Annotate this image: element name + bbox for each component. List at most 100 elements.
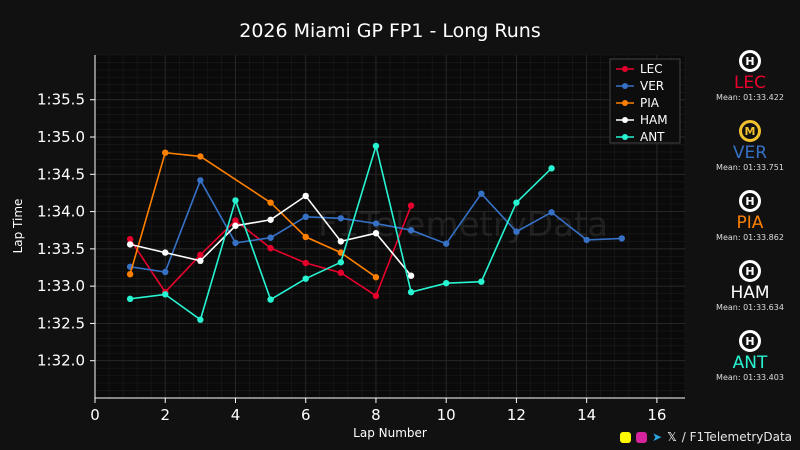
tyre-compound-letter: H bbox=[745, 264, 755, 278]
legend-box bbox=[609, 58, 681, 144]
data-point-lec bbox=[407, 202, 415, 209]
tyre-compound-icon: H bbox=[739, 50, 761, 72]
driver-code: ANT bbox=[732, 353, 768, 373]
x-tick-label: 6 bbox=[301, 406, 311, 424]
data-point-pia bbox=[162, 149, 169, 156]
tyre-compound-letter: H bbox=[745, 54, 755, 68]
data-point-ant bbox=[267, 296, 274, 303]
data-point-ver bbox=[618, 235, 625, 242]
data-point-ant bbox=[548, 165, 555, 172]
data-point-ver bbox=[267, 234, 274, 241]
grid-lines bbox=[94, 54, 686, 398]
driver-mean-time: Mean: 01:33.634 bbox=[716, 303, 784, 312]
legend-swatch-marker bbox=[622, 100, 628, 106]
x-tick-label: 10 bbox=[437, 406, 456, 424]
x-tick-label: 2 bbox=[160, 406, 170, 424]
driver-code: VER bbox=[732, 143, 768, 163]
watermark-text: F1TelemetryData bbox=[318, 205, 608, 245]
data-point-ham bbox=[302, 192, 309, 200]
data-point-ver bbox=[337, 215, 345, 222]
data-point-ant bbox=[372, 142, 380, 150]
tyre-compound-icon: H bbox=[739, 330, 761, 352]
social-icons: ➤ 𝕏 bbox=[620, 430, 677, 444]
snapchat-icon[interactable] bbox=[620, 431, 632, 443]
driver-code: LEC bbox=[733, 73, 767, 93]
legend-swatch-marker bbox=[622, 83, 628, 89]
series-layer bbox=[126, 142, 625, 323]
x-tick-label: 0 bbox=[90, 406, 100, 424]
tyre-compound-letter: H bbox=[745, 194, 755, 208]
driver-mean-time: Mean: 01:33.422 bbox=[716, 93, 784, 102]
x-tick-label: 16 bbox=[647, 406, 666, 424]
data-point-ver bbox=[407, 227, 415, 234]
legend-swatch-marker bbox=[622, 66, 628, 72]
y-tick-label: 1:32.5 bbox=[37, 314, 85, 332]
data-point-lec bbox=[197, 251, 204, 259]
data-point-ver bbox=[197, 177, 204, 184]
data-point-ver bbox=[513, 228, 520, 235]
data-point-lec bbox=[302, 259, 309, 267]
x-tick-label: 4 bbox=[231, 406, 241, 424]
data-point-pia bbox=[372, 274, 380, 281]
data-point-ver bbox=[372, 220, 380, 227]
data-point-ham bbox=[407, 272, 415, 279]
data-point-pia bbox=[197, 153, 204, 160]
legend-entry-label: LEC bbox=[640, 62, 663, 76]
driver-card-ver: M VER Mean: 01:33.751 bbox=[700, 120, 800, 172]
legend-swatch-marker bbox=[622, 134, 628, 140]
driver-card-lec: H LEC Mean: 01:33.422 bbox=[700, 50, 800, 102]
y-tick-label: 1:33.0 bbox=[37, 277, 85, 295]
data-point-ant bbox=[442, 279, 450, 287]
data-point-ver bbox=[302, 213, 309, 221]
tyre-compound-letter: H bbox=[745, 334, 755, 348]
legend-entry-label: PIA bbox=[640, 96, 660, 110]
legend-swatch-marker bbox=[622, 117, 628, 123]
data-point-pia bbox=[302, 233, 309, 241]
x-tick-label: 12 bbox=[507, 406, 526, 424]
x-tick-label: 14 bbox=[577, 406, 596, 424]
data-point-ver bbox=[162, 268, 169, 276]
tyre-compound-letter: M bbox=[744, 124, 756, 138]
axes: 0 2 4 6 8 10 12 14 16 1:32.0 1:32.5 1:33.0 1:33.5 1:3… bbox=[37, 55, 685, 424]
data-point-ant bbox=[407, 288, 415, 296]
driver-card-ham: H HAM Mean: 01:33.634 bbox=[700, 260, 800, 312]
legend-entry-label: HAM bbox=[640, 113, 668, 127]
instagram-icon[interactable] bbox=[636, 431, 648, 443]
data-point-ver bbox=[583, 236, 590, 244]
y-tick-label: 1:35.0 bbox=[37, 128, 85, 146]
driver-card-ant: H ANT Mean: 01:33.403 bbox=[700, 330, 800, 382]
driver-mean-time: Mean: 01:33.862 bbox=[716, 233, 784, 242]
data-point-lec bbox=[267, 244, 274, 252]
data-point-lec bbox=[372, 292, 380, 300]
data-point-ham bbox=[232, 222, 239, 229]
y-tick-label: 1:35.5 bbox=[37, 91, 85, 109]
data-point-ant bbox=[162, 291, 169, 298]
data-point-ant bbox=[126, 295, 134, 303]
data-point-ant bbox=[478, 278, 485, 285]
driver-card-pia: H PIA Mean: 01:33.862 bbox=[700, 190, 800, 242]
tyre-compound-icon: M bbox=[739, 120, 761, 142]
data-point-ham bbox=[267, 216, 274, 223]
data-point-ham bbox=[162, 249, 169, 256]
footer-handle: / F1TelemetryData bbox=[681, 430, 792, 444]
data-point-lec bbox=[126, 235, 134, 243]
y-tick-label: 1:34.0 bbox=[37, 203, 85, 221]
x-axis-label: Lap Number bbox=[353, 426, 427, 440]
y-tick-label: 1:34.5 bbox=[37, 165, 85, 183]
telegram-icon[interactable]: ➤ bbox=[652, 430, 663, 444]
x-icon[interactable]: 𝕏 bbox=[667, 430, 677, 444]
data-point-ver bbox=[442, 240, 450, 247]
y-axis-label: Lap Time bbox=[11, 199, 25, 254]
y-tick-label: 1:32.0 bbox=[37, 352, 85, 370]
data-point-ant bbox=[337, 259, 345, 266]
data-point-ham bbox=[337, 238, 345, 245]
driver-code: PIA bbox=[736, 213, 764, 233]
data-point-ant bbox=[232, 197, 239, 204]
data-point-ant bbox=[513, 199, 520, 206]
data-point-ham bbox=[126, 241, 134, 248]
driver-mean-time: Mean: 01:33.403 bbox=[716, 373, 784, 382]
data-point-ver bbox=[232, 239, 239, 247]
data-point-pia bbox=[126, 271, 134, 278]
data-point-ham bbox=[372, 230, 380, 237]
